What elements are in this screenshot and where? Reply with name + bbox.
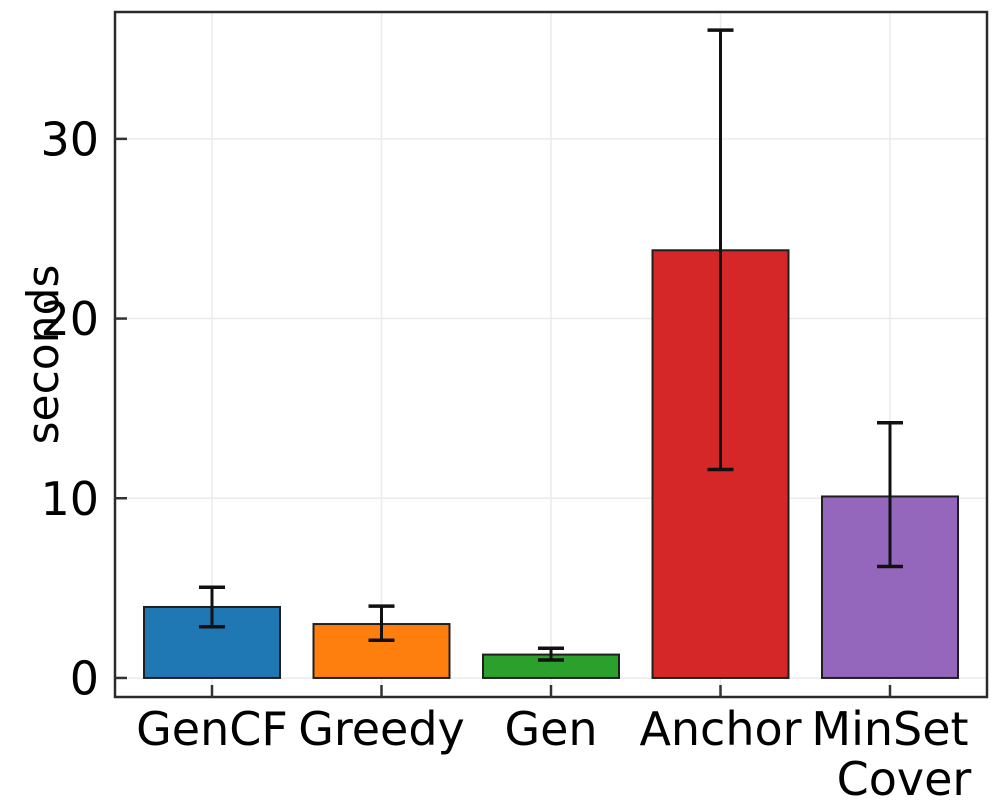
x-tick-label-minset-cover: MinSet: [811, 702, 968, 756]
y-tick-label-0: 0: [70, 652, 99, 706]
y-axis-label: seconds: [18, 265, 69, 445]
y-tick-label-20: 20: [40, 292, 99, 346]
y-tick-label-30: 30: [40, 112, 99, 166]
y-tick-label-10: 10: [40, 472, 99, 526]
x-tick-label-greedy: Greedy: [298, 702, 465, 756]
x-tick-label-anchor: Anchor: [639, 702, 801, 756]
x-tick-label-gen: Gen: [504, 702, 597, 756]
x-tick-label-minset-cover-line2: Cover: [837, 752, 972, 800]
x-tick-label-gencf: GenCF: [136, 702, 288, 756]
